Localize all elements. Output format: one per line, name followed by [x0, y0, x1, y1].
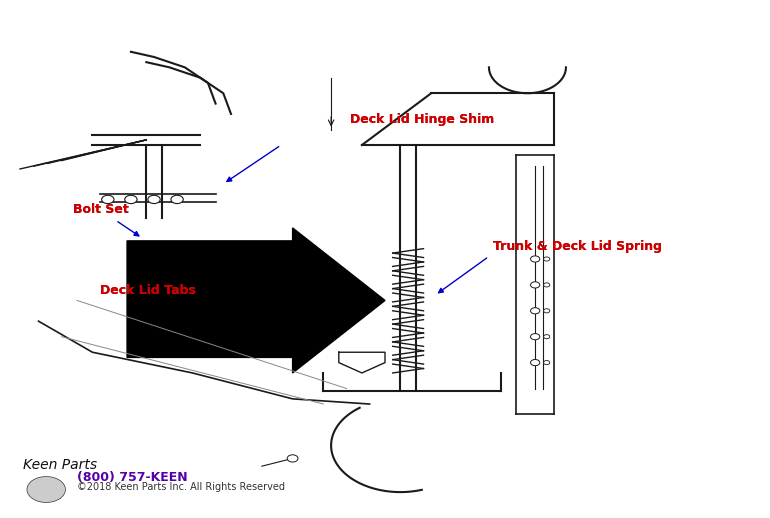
Circle shape: [171, 195, 183, 204]
Circle shape: [287, 455, 298, 462]
Circle shape: [531, 256, 540, 262]
Text: ©2018 Keen Parts Inc. All Rights Reserved: ©2018 Keen Parts Inc. All Rights Reserve…: [77, 482, 285, 492]
Circle shape: [102, 195, 114, 204]
Circle shape: [531, 282, 540, 288]
Circle shape: [125, 195, 137, 204]
Circle shape: [544, 283, 550, 287]
Polygon shape: [127, 228, 385, 373]
Text: Deck Lid Hinge Shim: Deck Lid Hinge Shim: [350, 112, 494, 126]
Text: Bolt Set: Bolt Set: [73, 203, 129, 217]
Text: (800) 757-KEEN: (800) 757-KEEN: [77, 471, 188, 484]
Circle shape: [531, 308, 540, 314]
Circle shape: [27, 477, 65, 502]
Text: Trunk & Deck Lid Spring: Trunk & Deck Lid Spring: [493, 239, 661, 253]
Circle shape: [544, 361, 550, 365]
Text: Deck Lid Hinge Shim: Deck Lid Hinge Shim: [350, 112, 494, 126]
Circle shape: [148, 195, 160, 204]
Text: Trunk & Deck Lid Spring: Trunk & Deck Lid Spring: [493, 239, 661, 253]
Text: Keen Parts: Keen Parts: [23, 458, 97, 472]
Text: Deck Lid Tabs: Deck Lid Tabs: [100, 283, 196, 297]
Circle shape: [544, 335, 550, 339]
Circle shape: [531, 359, 540, 366]
Circle shape: [544, 257, 550, 261]
Text: Deck Lid Tabs: Deck Lid Tabs: [100, 283, 196, 297]
Circle shape: [544, 309, 550, 313]
Text: Bolt Set: Bolt Set: [73, 203, 129, 217]
Circle shape: [531, 334, 540, 340]
